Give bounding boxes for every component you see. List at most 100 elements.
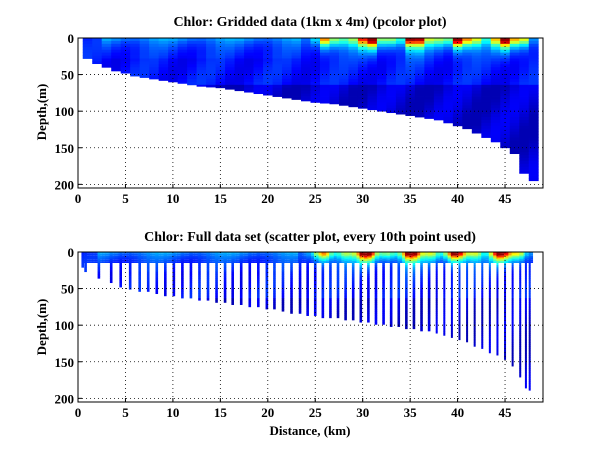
scatter-point xyxy=(329,293,332,297)
gridded-cell xyxy=(82,52,93,56)
scatter-point xyxy=(248,282,252,286)
scatter-point xyxy=(444,252,449,254)
scatter-point xyxy=(524,381,527,385)
scatter-point xyxy=(481,342,484,345)
gridded-cell xyxy=(395,90,406,95)
scatter-point xyxy=(232,259,237,262)
scatter-point xyxy=(488,267,491,270)
scatter-point xyxy=(286,252,291,254)
gridded-cell xyxy=(452,55,463,59)
scatter-point xyxy=(261,253,266,256)
scatter-point xyxy=(481,346,484,349)
gridded-cell xyxy=(424,105,435,109)
scatter-point xyxy=(447,257,452,260)
gridded-cell xyxy=(158,73,169,77)
scatter-point xyxy=(528,361,531,365)
gridded-cell xyxy=(338,67,349,71)
gridded-cell xyxy=(386,108,397,112)
scatter-point xyxy=(164,276,167,279)
scatter-point xyxy=(194,255,199,258)
scatter-point xyxy=(529,253,534,256)
scatter-point xyxy=(241,261,246,263)
scatter-point xyxy=(496,273,499,277)
scatter-point xyxy=(298,291,302,295)
scatter-point xyxy=(481,278,484,281)
gridded-cell xyxy=(158,70,169,74)
scatter-point xyxy=(281,273,285,277)
scatter-point xyxy=(306,289,309,292)
scatter-point xyxy=(481,320,484,323)
scatter-point xyxy=(138,289,141,292)
scatter-point xyxy=(336,302,340,305)
gridded-cell xyxy=(471,61,482,65)
scatter-point xyxy=(383,261,388,263)
scatter-point xyxy=(119,280,122,284)
gridded-cell xyxy=(338,38,349,42)
gridded-cell xyxy=(139,58,150,62)
scatter-point xyxy=(282,252,287,254)
scatter-point xyxy=(473,331,476,334)
scatter-point xyxy=(488,269,491,273)
scatter-point xyxy=(97,276,101,279)
gridded-cell xyxy=(225,43,235,48)
gridded-cell xyxy=(348,70,359,74)
scatter-point xyxy=(382,265,385,268)
scatter-point xyxy=(367,287,370,290)
gridded-cell xyxy=(338,52,349,56)
scatter-point xyxy=(466,317,469,321)
scatter-point xyxy=(336,267,340,270)
gridded-cell xyxy=(367,84,378,89)
gridded-cell xyxy=(225,61,235,65)
scatter-point xyxy=(336,289,340,292)
gridded-cell xyxy=(234,76,245,80)
scatter-point xyxy=(524,326,527,330)
scatter-point xyxy=(338,255,342,258)
scatter-point xyxy=(181,265,184,268)
gridded-cell xyxy=(225,49,235,54)
scatter-point xyxy=(294,252,299,254)
scatter-point xyxy=(488,298,491,301)
gridded-cell xyxy=(329,40,340,45)
scatter-point xyxy=(310,253,315,256)
scatter-point xyxy=(109,262,113,266)
gridded-cell xyxy=(272,40,283,45)
scatter-axes-box xyxy=(77,251,544,403)
gridded-cell xyxy=(405,49,416,54)
gridded-cell xyxy=(424,84,435,89)
scatter-point xyxy=(215,265,218,268)
scatter-point xyxy=(412,273,416,277)
scatter-point xyxy=(273,293,276,297)
scatter-point xyxy=(524,278,527,281)
scatter-point xyxy=(228,255,233,258)
scatter-point xyxy=(338,259,342,262)
scatter-point xyxy=(359,315,363,319)
scatter-point xyxy=(160,259,164,262)
gridded-cell xyxy=(471,111,482,115)
scatter-point xyxy=(290,276,293,279)
scatter-point xyxy=(374,262,378,266)
scatter-point xyxy=(307,259,312,262)
scatter-point xyxy=(172,273,176,277)
scatter-point xyxy=(146,278,150,281)
scatter-point xyxy=(375,255,380,258)
scatter-point xyxy=(290,284,293,288)
gridded-cell xyxy=(462,119,473,124)
scatter-point xyxy=(435,287,438,290)
scatter-point xyxy=(488,317,491,321)
scatter-point xyxy=(371,255,376,258)
scatter-point xyxy=(368,259,373,262)
scatter-x-tick-label-8: 40 xyxy=(451,405,464,420)
gridded-cell xyxy=(253,84,264,89)
gridded-cell xyxy=(519,70,530,74)
scatter-point xyxy=(412,289,416,292)
scatter-point xyxy=(443,271,446,275)
gridded-cell xyxy=(158,55,169,59)
scatter-point xyxy=(405,306,408,310)
gridded-cell xyxy=(196,76,207,80)
gridded-cell xyxy=(272,49,283,54)
scatter-point xyxy=(315,255,320,258)
scatter-point xyxy=(420,306,423,310)
gridded-cell xyxy=(177,38,188,42)
scatter-point xyxy=(488,300,491,303)
scatter-point xyxy=(427,304,431,308)
